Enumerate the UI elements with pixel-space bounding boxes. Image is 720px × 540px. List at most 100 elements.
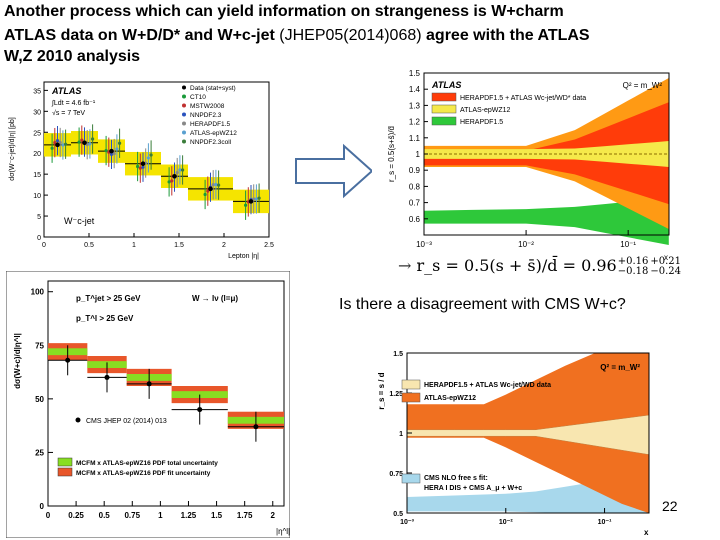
legend-marker <box>182 139 186 144</box>
data-point <box>197 407 203 413</box>
legend-label: CT10 <box>190 94 206 101</box>
scale-label: Q² = m_W² <box>600 363 640 372</box>
y-ticks: 0 25 50 75 100 <box>31 288 53 511</box>
y-tick-label: 35 <box>33 88 41 95</box>
x-tick-label: 1.5 <box>174 242 184 249</box>
prediction-point <box>50 146 54 150</box>
process-label: W⁻c-jet <box>64 216 95 226</box>
legend-swatch <box>401 392 421 403</box>
legend-label: MCFM x ATLAS-epWZ16 PDF total uncertaint… <box>76 460 218 467</box>
prediction-point <box>88 142 92 146</box>
legend-label: CMS JHEP 02 (2014) 013 <box>86 418 167 425</box>
legend-label: NNPDF2.3 <box>190 112 222 119</box>
y-axis-label: dσ(W⁻c-jet)/d|η| [pb] <box>9 117 16 180</box>
x-tick-label: 1 <box>158 511 163 520</box>
y-tick-label: 25 <box>33 130 41 137</box>
y-tick-label: 5 <box>37 214 41 221</box>
y-tick-label: 1.5 <box>393 351 403 358</box>
scale-label: Q² = m_W² <box>623 81 663 90</box>
formula-main: r_s = 0.5(s + s̄)/d̄ = 0.96 <box>416 256 617 275</box>
y-tick-label: 25 <box>35 448 44 457</box>
prediction-point <box>112 151 116 156</box>
y-axis-label: r_s = s / d <box>377 372 386 409</box>
legend-swatch <box>57 457 73 467</box>
data-point <box>208 186 213 192</box>
legend-label: MCFM x ATLAS-epWZ16 PDF fit uncertainty <box>76 470 211 477</box>
prediction-point <box>206 189 210 193</box>
x-tick-label: 0 <box>42 242 46 249</box>
legend-swatch <box>431 104 457 114</box>
legend: Data (stat+syst) CT10 MSTW2008 NNPDF2.3 HERA… <box>182 85 237 146</box>
y-tick-label: 0 <box>37 235 41 242</box>
prediction-point <box>254 197 258 201</box>
data-point <box>109 148 114 154</box>
prediction-point <box>175 170 179 175</box>
prediction-point <box>80 138 84 142</box>
right-arrow-icon <box>295 143 374 199</box>
legend-label: CMS NLO free s fit: <box>424 475 488 482</box>
y-tick-label: 100 <box>31 288 45 297</box>
question-text: Is there a disagreement with CMS W+c? <box>339 296 626 313</box>
y-tick-label: 30 <box>33 109 41 116</box>
x-tick-label: 0.5 <box>84 242 94 249</box>
data-point <box>253 424 259 430</box>
legend: CMS JHEP 02 (2014) 013 MCFM x ATLAS-epWZ1… <box>57 417 218 477</box>
page-number: 22 <box>662 498 678 514</box>
cut-lepton: p_T^l > 25 GeV <box>76 314 134 323</box>
prediction-point <box>109 152 114 156</box>
legend-swatch <box>401 379 421 390</box>
legend-label: HERAPDF1.5 + ATLAS Wc-jet/WD* data <box>460 95 586 102</box>
x-ticks: 0 0.5 1 1.5 2 2.5 <box>42 233 274 249</box>
x-tick-label: 2 <box>222 242 226 249</box>
lumi-label: ∫Ldt = 4.6 fb⁻¹ <box>51 100 96 107</box>
y-tick-label: 0.5 <box>393 511 403 518</box>
legend-marker <box>182 112 186 117</box>
y-ticks: 0 5 10 15 20 25 30 35 <box>33 88 48 242</box>
legend-label: HERA I DIS + CMS A_μ + W+c <box>424 485 522 492</box>
y-tick-label: 0.9 <box>409 166 421 175</box>
prediction-point <box>91 137 95 141</box>
formula-err2-up: +0.21 <box>650 255 682 267</box>
data-point <box>65 357 71 363</box>
cut-jet: p_T^jet > 25 GeV <box>76 294 141 303</box>
legend-label: Data (stat+syst) <box>190 85 236 92</box>
x-ticks: 10⁻³ 10⁻² 10⁻¹ <box>416 230 636 249</box>
x-tick-label: 0.25 <box>68 511 84 520</box>
legend-label: HERAPDF1.5 <box>190 121 230 128</box>
prediction-point <box>53 141 57 145</box>
data-point <box>248 199 254 204</box>
legend-label: NNPDF2.3coll <box>190 139 232 146</box>
prediction-point <box>252 197 256 201</box>
y-ticks: 0.6 0.7 0.8 0.9 1 1.1 1.2 1.3 1.4 1.5 <box>409 69 428 224</box>
y-tick-label: 1.5 <box>409 69 421 78</box>
x-axis-label: x <box>644 528 649 537</box>
slide-title-line3: W,Z 2010 analysis <box>4 48 141 65</box>
formula-err2-down: −0.24 <box>650 265 682 277</box>
prediction-point <box>141 165 145 169</box>
prediction-point <box>170 179 174 183</box>
y-axis-label: dσ(W+c)/d|η^l| <box>13 333 22 389</box>
prediction-point <box>58 140 62 145</box>
prediction-point <box>104 148 108 153</box>
legend-label: MSTW2008 <box>190 103 225 110</box>
slide-title-line1: Another process which can yield informat… <box>4 3 564 20</box>
atlas-rs-plot: 0.60.70.80.911.11.21.31.41.5 10⁻³ 10⁻² 10⁻… <box>372 68 672 263</box>
data-point <box>55 142 60 148</box>
x-tick-label: 0.5 <box>99 511 111 520</box>
y-axis-label: r_s = 0.5(s+s̄)/d̄ <box>387 126 396 182</box>
title-line2-part-a: ATLAS data on W+D/D* and W+c-jet <box>4 27 275 44</box>
y-tick-label: 1.4 <box>409 85 421 94</box>
x-tick-label: 1 <box>132 242 136 249</box>
slide-title-line2: ATLAS data on W+D/D* and W+c-jet (JHEP05… <box>4 27 590 45</box>
legend-swatch <box>431 92 457 102</box>
y-tick-label: 15 <box>33 172 41 179</box>
legend-label: HERAPDF1.5 <box>460 119 503 126</box>
herapdf15-band <box>424 197 669 246</box>
rs-formula: → r_s = 0.5(s + s̄)/d̄ = 0.96+0.16 −0.18+… <box>398 255 682 277</box>
prediction-point <box>211 183 215 187</box>
prediction-point <box>136 164 140 169</box>
cms-wc-plot: 0 25 50 75 100 0 0.25 0.5 0.75 1 1.25 1.5 1.75 2 p_T… <box>6 271 290 538</box>
legend-marker <box>182 85 186 90</box>
y-tick-label: 50 <box>35 395 44 404</box>
legend-marker <box>182 121 186 126</box>
